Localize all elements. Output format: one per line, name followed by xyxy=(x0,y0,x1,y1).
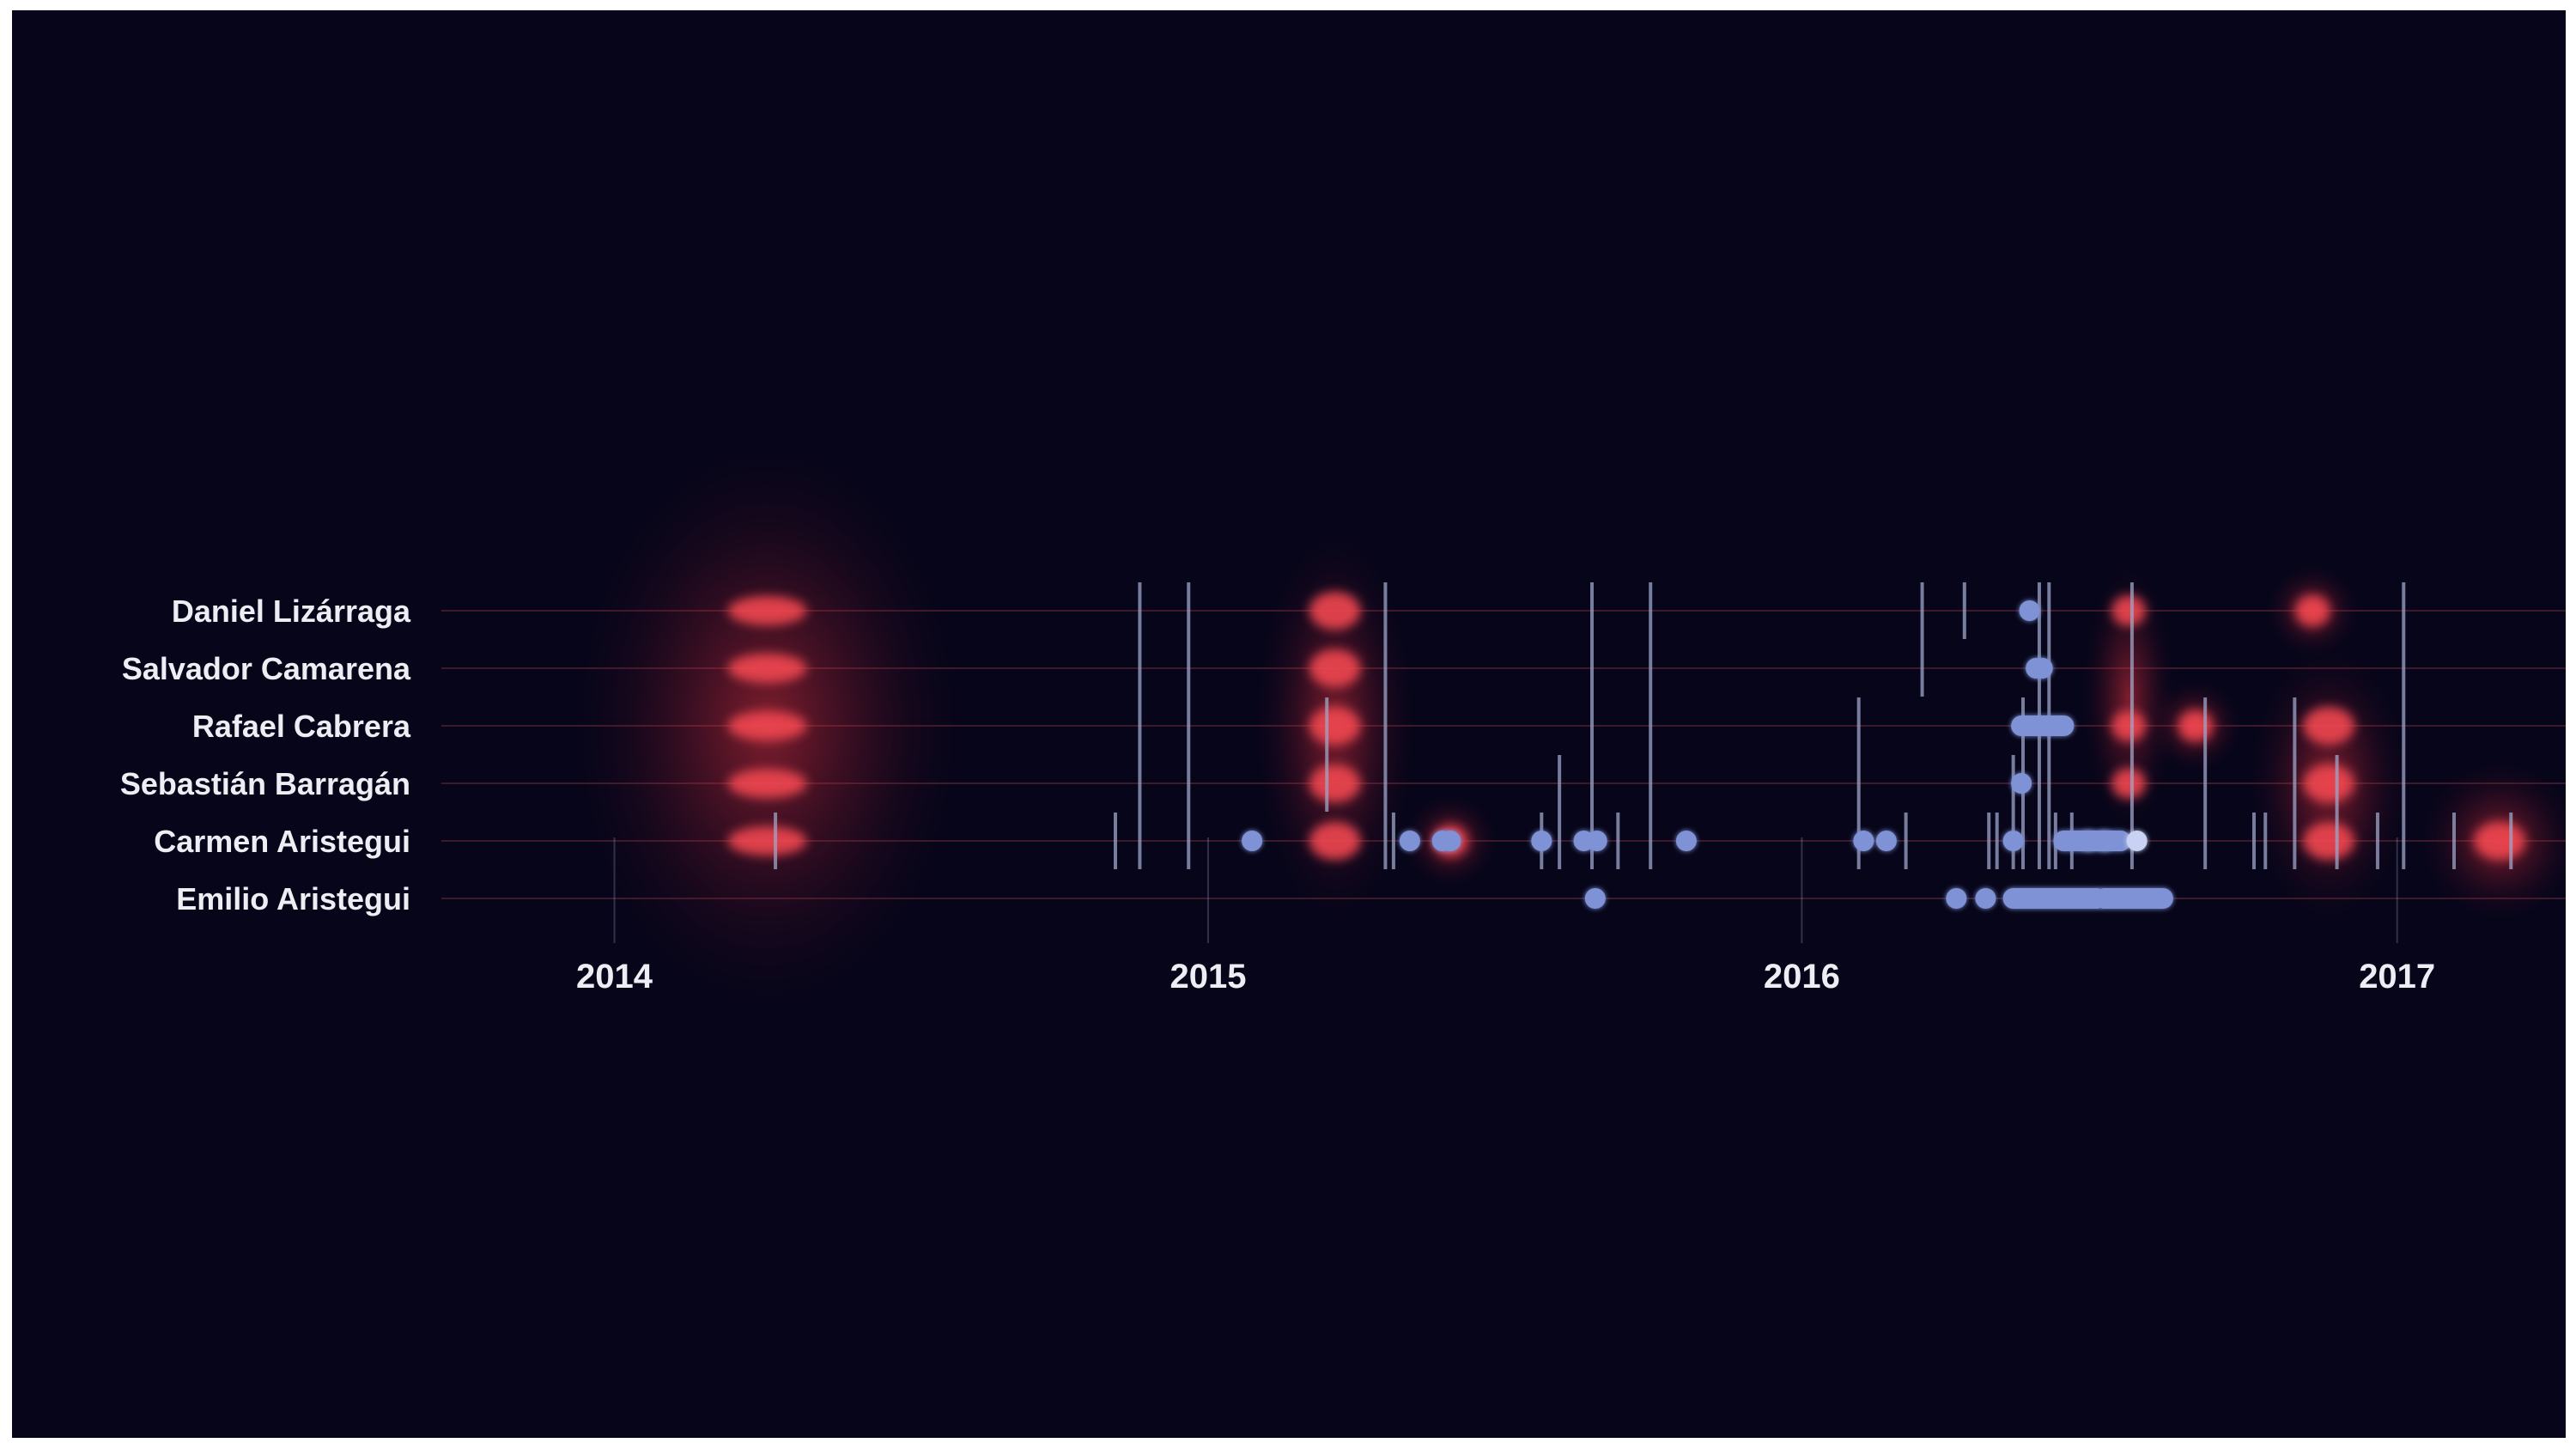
x-tick-label: 2014 xyxy=(576,958,653,995)
red-glow-core xyxy=(2474,822,2526,860)
x-tick-label: 2016 xyxy=(1764,958,1840,995)
row-labels: Daniel Lizárraga Salvador Camarena Rafael … xyxy=(120,594,411,916)
blue-dot xyxy=(2019,600,2040,621)
red-glow-core xyxy=(727,596,807,625)
blue-dot xyxy=(1853,831,1874,851)
red-glow-core xyxy=(727,826,807,855)
blue-dot xyxy=(2032,658,2053,679)
red-glow-core xyxy=(2111,710,2147,741)
blue-dot xyxy=(2093,831,2115,851)
red-glow-core xyxy=(727,654,807,683)
blue-dot xyxy=(1242,831,1263,851)
red-glow-core xyxy=(1309,592,1361,630)
row-label: Sebastián Barragán xyxy=(120,766,410,801)
blue-dot xyxy=(1584,888,1606,909)
red-glow-core xyxy=(2295,595,2330,626)
timeline-chart: Daniel Lizárraga Salvador Camarena Rafael … xyxy=(120,439,2566,1013)
row-label: Daniel Lizárraga xyxy=(172,594,411,629)
blue-dot xyxy=(1399,831,1420,851)
blue-dot xyxy=(1586,831,1607,851)
red-glow-core xyxy=(1309,764,1361,802)
red-glow-core xyxy=(727,769,807,798)
event-lines xyxy=(774,582,2513,869)
red-glow-core xyxy=(2303,764,2355,802)
blue-dot xyxy=(1875,831,1897,851)
row-label: Salvador Camarena xyxy=(122,651,411,686)
chart-frame: Daniel Lizárraga Salvador Camarena Rafael … xyxy=(12,10,2566,1438)
row-label: Emilio Aristegui xyxy=(176,881,410,916)
row-label: Carmen Aristegui xyxy=(154,824,410,859)
blue-dots-layer xyxy=(1242,600,2173,909)
red-glow-core xyxy=(2111,595,2147,626)
blue-segment xyxy=(2093,888,2173,909)
x-axis-ticks: 2014 2015 2016 2017 xyxy=(576,958,2435,995)
row-label: Rafael Cabrera xyxy=(192,709,411,744)
blue-segment xyxy=(2011,715,2075,736)
blue-dot xyxy=(1531,831,1552,851)
red-glow-core xyxy=(2178,710,2213,741)
red-glow-core xyxy=(727,711,807,740)
red-glow-core xyxy=(2303,707,2355,745)
red-glow-core xyxy=(1309,649,1361,687)
blue-dot xyxy=(1946,888,1967,909)
blue-dot xyxy=(2002,831,2024,851)
red-glow-layer xyxy=(569,439,2566,1013)
red-glow-core xyxy=(1309,707,1361,745)
blue-dot xyxy=(1440,831,1461,851)
blue-segment xyxy=(2002,888,2107,909)
x-tick-label: 2017 xyxy=(2359,958,2435,995)
blue-dot xyxy=(2126,831,2148,851)
red-glow-core xyxy=(2111,768,2147,799)
red-glow-core xyxy=(2303,822,2355,860)
red-glow-core xyxy=(1309,822,1361,860)
red-glow-halo xyxy=(2081,563,2177,831)
blue-dot xyxy=(1975,888,1996,909)
blue-dot xyxy=(2077,831,2099,851)
blue-dot xyxy=(1675,831,1697,851)
x-tick-label: 2015 xyxy=(1170,958,1246,995)
blue-dot xyxy=(2011,773,2032,794)
